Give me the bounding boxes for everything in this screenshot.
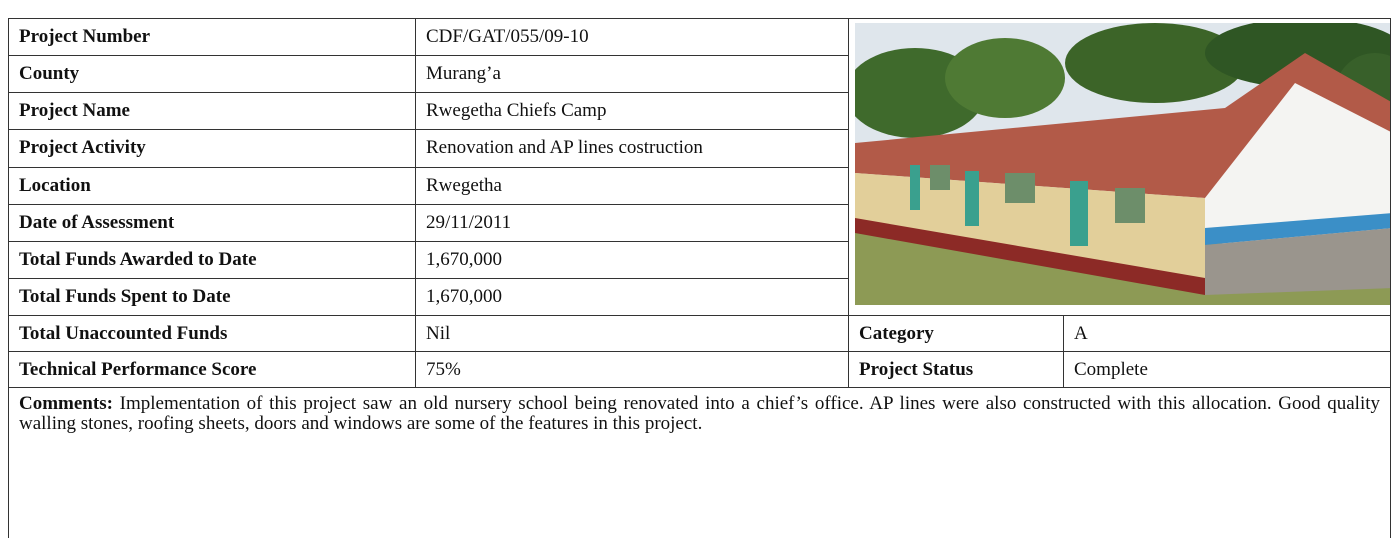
side-value: Complete	[1064, 352, 1391, 388]
field-label: Total Funds Spent to Date	[9, 278, 416, 315]
field-label: Total Funds Awarded to Date	[9, 241, 416, 278]
field-value: Nil	[416, 316, 849, 352]
field-label: Total Unaccounted Funds	[9, 316, 416, 352]
side-label: Category	[849, 316, 1064, 352]
project-photo	[855, 23, 1391, 305]
comments-row: Comments: Implementation of this project…	[9, 388, 1391, 538]
field-value: CDF/GAT/055/09-10	[416, 19, 849, 56]
field-label: Technical Performance Score	[9, 352, 416, 388]
field-value: Renovation and AP lines costruction	[416, 130, 849, 167]
field-label: Project Name	[9, 93, 416, 130]
photo-cell	[849, 19, 1391, 316]
field-value: 1,670,000	[416, 278, 849, 315]
field-value: 1,670,000	[416, 241, 849, 278]
field-value: 29/11/2011	[416, 204, 849, 241]
comments-label: Comments:	[19, 393, 113, 414]
field-value: Murang’a	[416, 56, 849, 93]
field-label: County	[9, 56, 416, 93]
side-label: Project Status	[849, 352, 1064, 388]
comments-text: Implementation of this project saw an ol…	[19, 393, 1380, 434]
field-value: Rwegetha	[416, 167, 849, 204]
side-value: A	[1064, 316, 1391, 352]
comments-cell: Comments: Implementation of this project…	[9, 388, 1391, 538]
field-label: Project Activity	[9, 130, 416, 167]
field-value: 75%	[416, 352, 849, 388]
field-value: Rwegetha Chiefs Camp	[416, 93, 849, 130]
field-label: Project Number	[9, 19, 416, 56]
field-label: Date of Assessment	[9, 204, 416, 241]
field-label: Location	[9, 167, 416, 204]
